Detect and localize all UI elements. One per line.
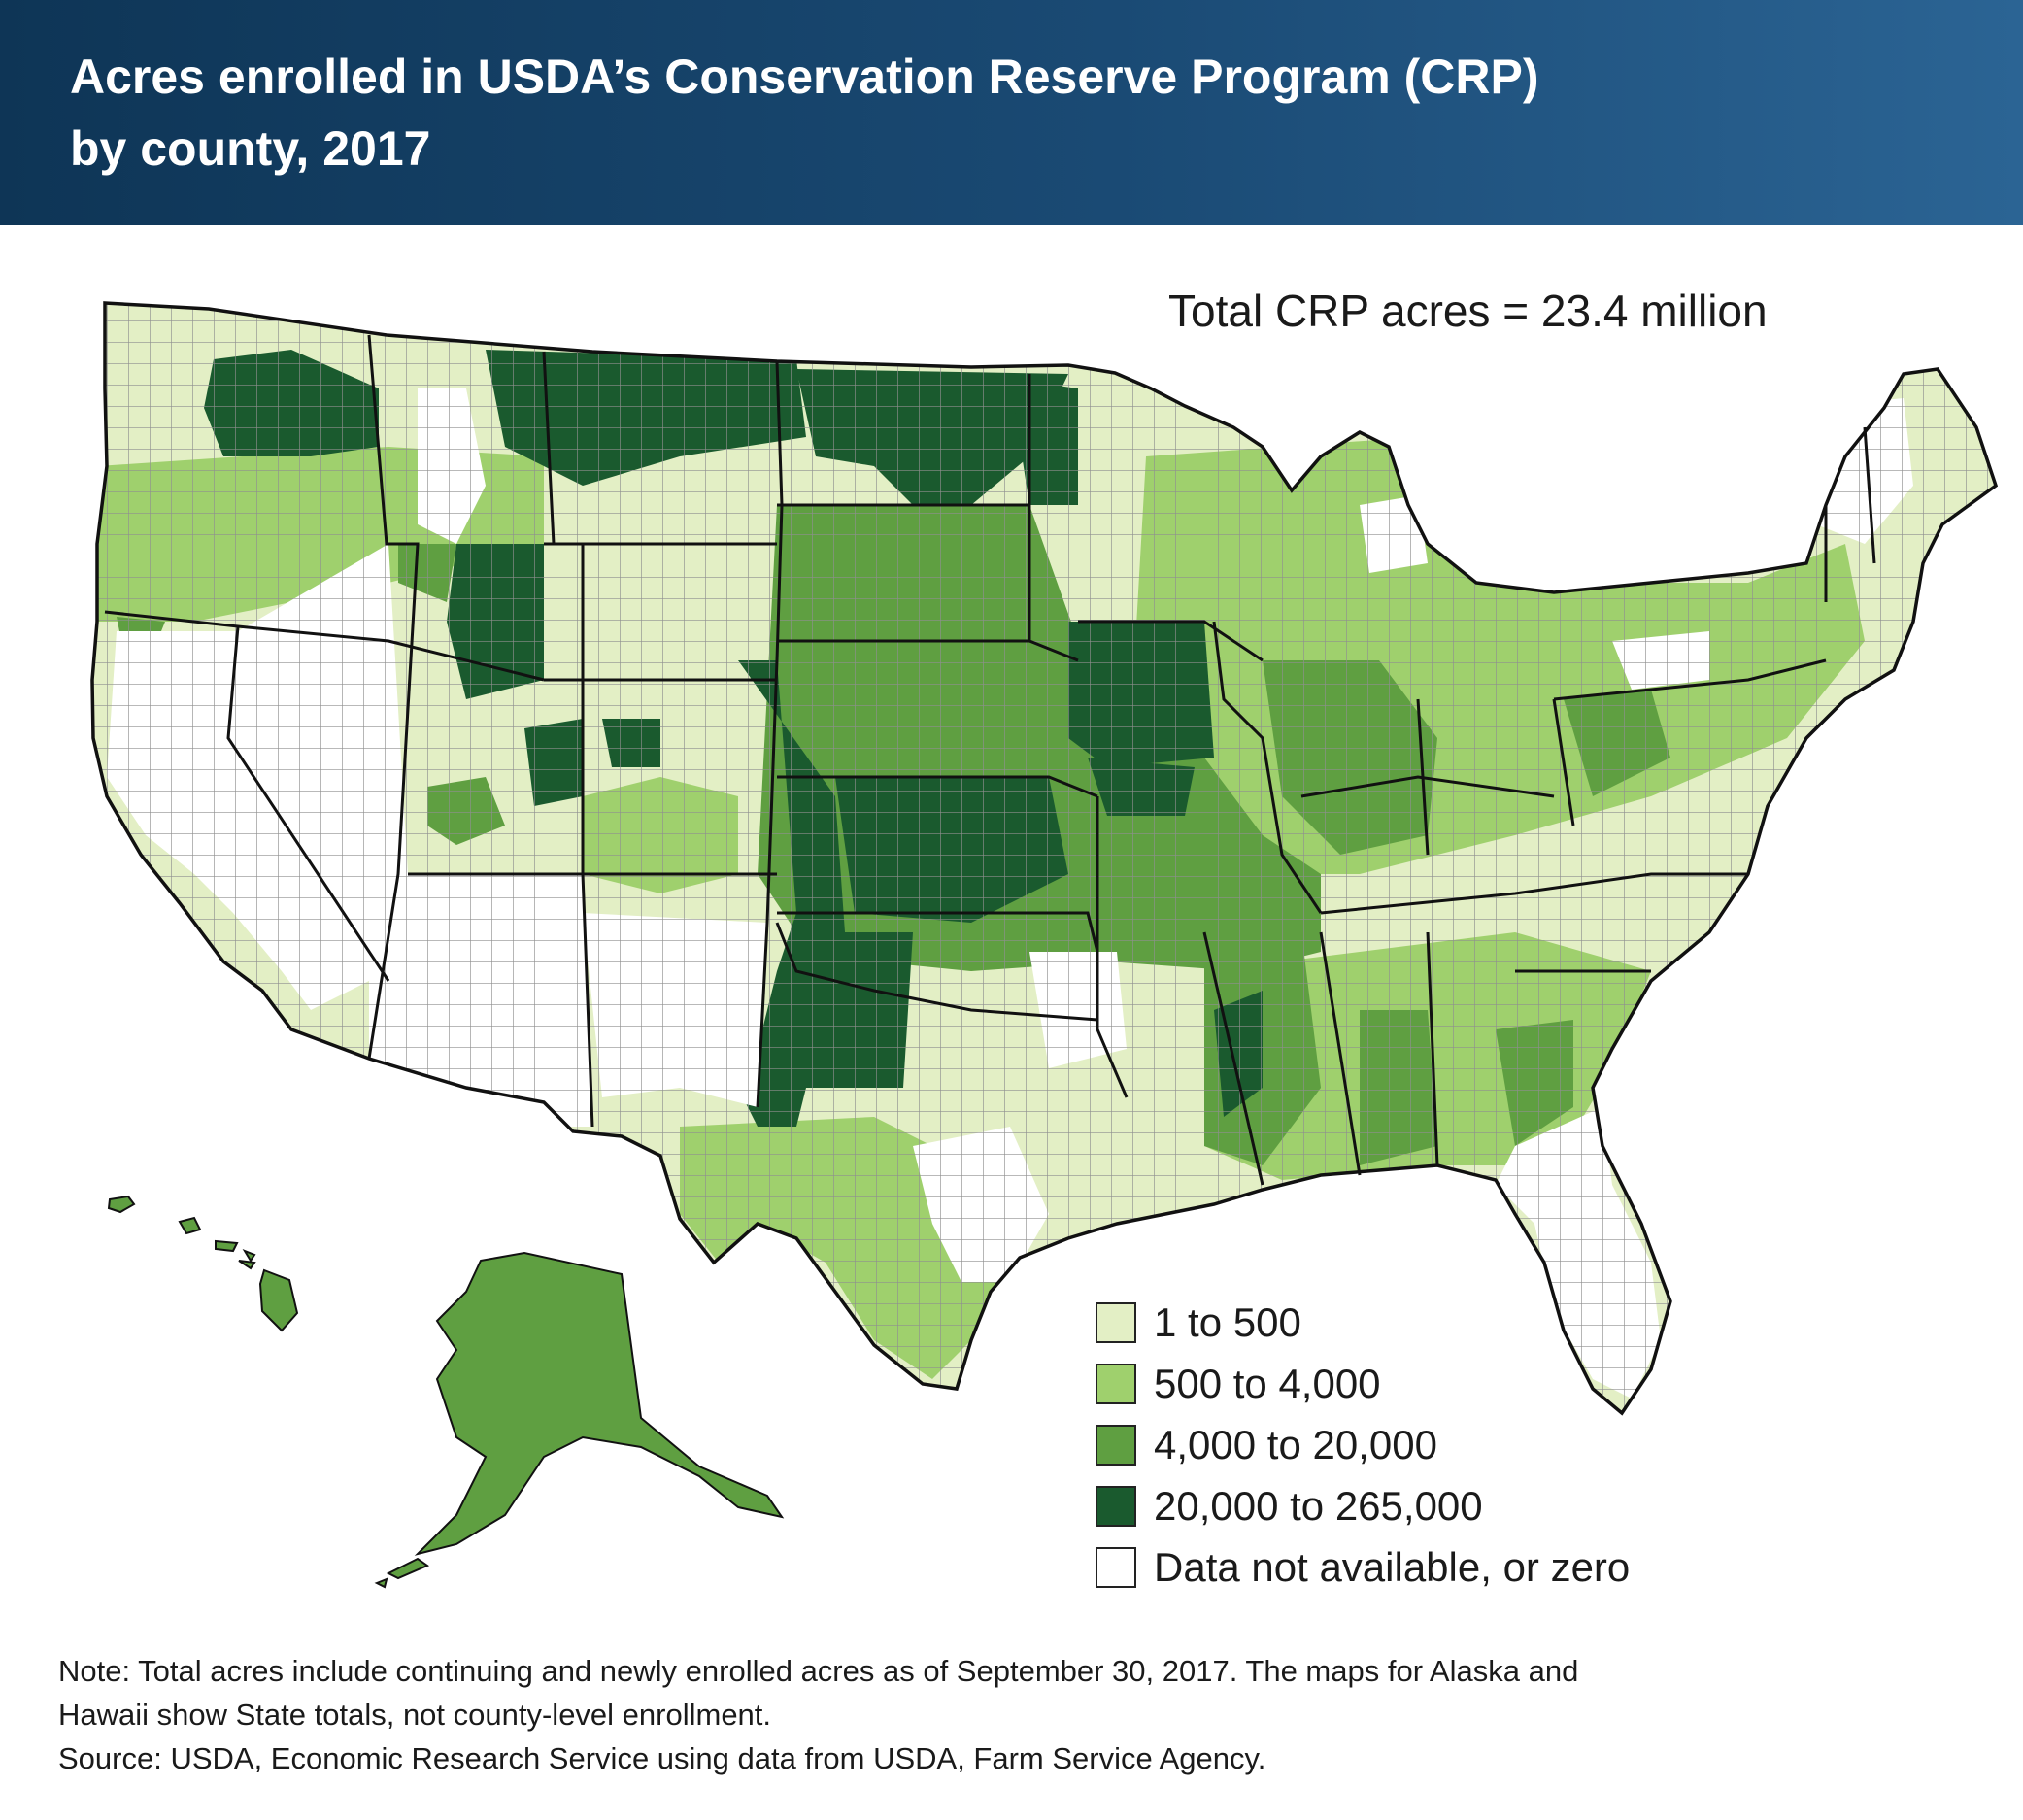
legend-label: Data not available, or zero <box>1154 1543 1631 1590</box>
map-title: Acres enrolled in USDA’s Conservation Re… <box>70 41 1915 185</box>
legend-item: Data not available, or zero <box>1096 1536 1630 1598</box>
legend-swatch <box>1096 1301 1136 1343</box>
legend-item: 20,000 to 265,000 <box>1096 1475 1630 1536</box>
note-line-1: Note: Total acres include continuing and… <box>58 1654 1579 1688</box>
legend-label: 1 to 500 <box>1154 1298 1301 1345</box>
legend-item: 4,000 to 20,000 <box>1096 1414 1630 1475</box>
title-line-2: by county, 2017 <box>70 121 431 176</box>
footnote: Note: Total acres include continuing and… <box>58 1649 1981 1780</box>
source-line: Source: USDA, Economic Research Service … <box>58 1741 1266 1775</box>
legend-swatch <box>1096 1546 1136 1588</box>
legend-item: 500 to 4,000 <box>1096 1353 1630 1414</box>
legend-label: 4,000 to 20,000 <box>1154 1421 1437 1467</box>
legend-label: 500 to 4,000 <box>1154 1360 1381 1406</box>
hawaii-inset <box>107 1195 299 1332</box>
alaska-inset <box>374 1251 785 1589</box>
title-line-1: Acres enrolled in USDA’s Conservation Re… <box>70 50 1539 104</box>
total-acres-label: Total CRP acres = 23.4 million <box>1168 286 1768 336</box>
legend-swatch <box>1096 1363 1136 1404</box>
header-banner: Acres enrolled in USDA’s Conservation Re… <box>0 0 2023 225</box>
us-map <box>90 301 1998 1589</box>
note-line-2: Hawaii show State totals, not county-lev… <box>58 1698 772 1732</box>
legend-label: 20,000 to 265,000 <box>1154 1482 1483 1529</box>
legend-swatch <box>1096 1485 1136 1527</box>
legend-item: 1 to 500 <box>1096 1292 1630 1353</box>
legend: 1 to 500 500 to 4,000 4,000 to 20,000 20… <box>1096 1292 1630 1598</box>
legend-swatch <box>1096 1424 1136 1466</box>
